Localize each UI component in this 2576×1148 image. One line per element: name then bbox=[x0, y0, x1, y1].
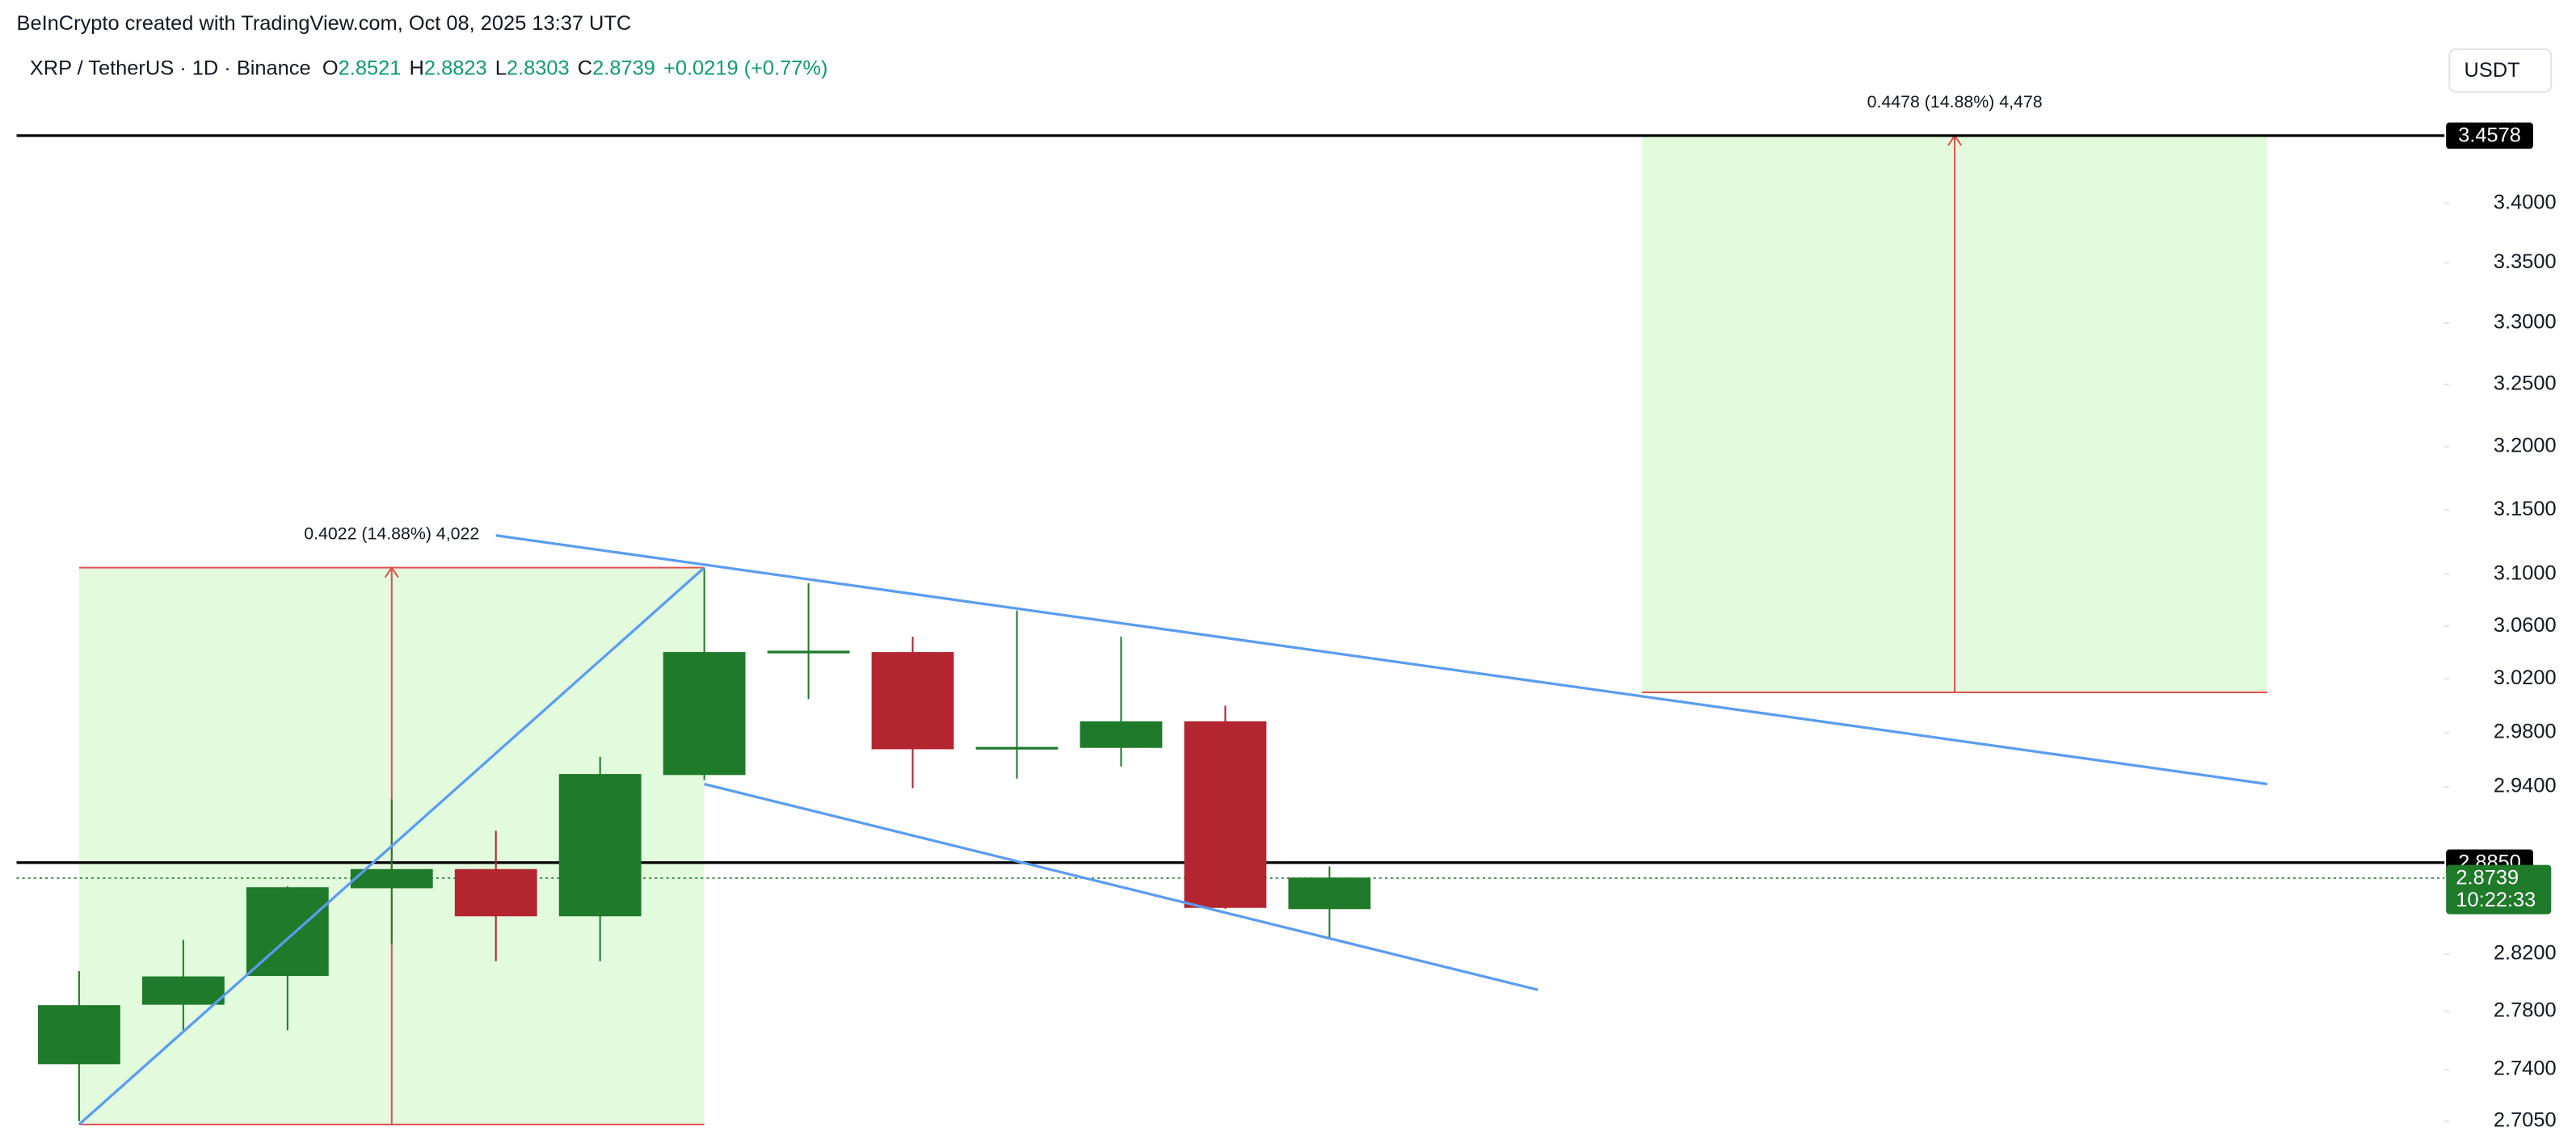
y-tick-label: 3.0200 bbox=[2494, 667, 2557, 689]
axis-background bbox=[2446, 45, 2576, 1148]
candles bbox=[38, 567, 1371, 1121]
y-tick-label: 2.9800 bbox=[2494, 720, 2557, 742]
trendline bbox=[78, 566, 705, 1126]
trendlines bbox=[78, 534, 2268, 1126]
current-price-tag bbox=[2446, 864, 2552, 915]
y-tick-label: 2.9400 bbox=[2494, 775, 2557, 797]
candle-body bbox=[663, 652, 746, 776]
y-tick-label: 3.2500 bbox=[2494, 372, 2557, 395]
y-tick-label: 2.7800 bbox=[2494, 999, 2557, 1022]
y-tick-label: 2.7400 bbox=[2494, 1058, 2557, 1080]
ohlc-key: H bbox=[410, 57, 424, 79]
y-tick-label: 3.3000 bbox=[2494, 311, 2557, 334]
ohlc-value: 2.8303 bbox=[507, 57, 570, 79]
y-tick-label: 3.3500 bbox=[2494, 250, 2557, 273]
range-label: 0.4478 (14.88%) 4,478 bbox=[1867, 92, 2043, 111]
ohlc-value: 2.8521 bbox=[339, 57, 402, 79]
ohlc-key: L bbox=[495, 57, 507, 79]
y-tick-label: 2.8200 bbox=[2494, 942, 2557, 965]
candle-body bbox=[454, 868, 537, 917]
y-tick-label: 3.4000 bbox=[2494, 191, 2557, 213]
ohlc-key: O bbox=[322, 57, 339, 79]
price-line-tag bbox=[2446, 122, 2533, 149]
range-arrow-head bbox=[384, 566, 399, 578]
ohlc-key: C bbox=[578, 57, 592, 79]
countdown: 10:22:33 bbox=[2456, 889, 2536, 911]
candle-body bbox=[558, 774, 642, 917]
header: BeInCrypto created with TradingView.com,… bbox=[17, 12, 2553, 93]
y-tick-label: 3.2000 bbox=[2494, 435, 2557, 457]
candle-body bbox=[767, 650, 850, 654]
price-line-label: 3.4578 bbox=[2458, 124, 2521, 147]
credit: BeInCrypto created with TradingView.com,… bbox=[17, 12, 632, 35]
candle-body bbox=[1288, 877, 1371, 910]
y-tick-label: 3.1500 bbox=[2494, 498, 2557, 520]
trendline bbox=[704, 782, 1538, 991]
currency-box[interactable] bbox=[2448, 48, 2553, 93]
range-label: 0.4022 (14.88%) 4,022 bbox=[304, 524, 479, 544]
currency[interactable]: USDT bbox=[2464, 59, 2520, 82]
y-tick-label: 3.1000 bbox=[2494, 561, 2557, 584]
current-price-label: 2.8739 bbox=[2456, 867, 2519, 889]
price-axis: 2.7050 2.7400 2.7800 2.8200 2.9400 2.9800 3.02… bbox=[2444, 45, 2576, 1148]
change: +0.0219 (+0.77%) bbox=[663, 57, 827, 79]
symbol: XRP / TetherUS · 1D · Binance bbox=[30, 57, 311, 79]
ohlc-value: 2.8823 bbox=[424, 57, 487, 79]
candle-body bbox=[975, 746, 1059, 750]
y-tick-label: 2.7050 bbox=[2494, 1109, 2557, 1132]
ohlc-value: 2.8739 bbox=[592, 57, 655, 79]
candle-body bbox=[350, 868, 433, 889]
candle-body bbox=[141, 976, 225, 1005]
y-tick-label: 3.0600 bbox=[2494, 614, 2557, 637]
candle-body bbox=[871, 652, 954, 750]
legend: XRP / TetherUS · 1D · Binance O2.8521 H2.8… bbox=[30, 57, 828, 79]
candle-body bbox=[246, 887, 329, 977]
trendline bbox=[495, 534, 2268, 786]
candle-body bbox=[38, 1005, 120, 1065]
candle-body bbox=[1080, 721, 1163, 748]
candle-body bbox=[1184, 721, 1267, 908]
